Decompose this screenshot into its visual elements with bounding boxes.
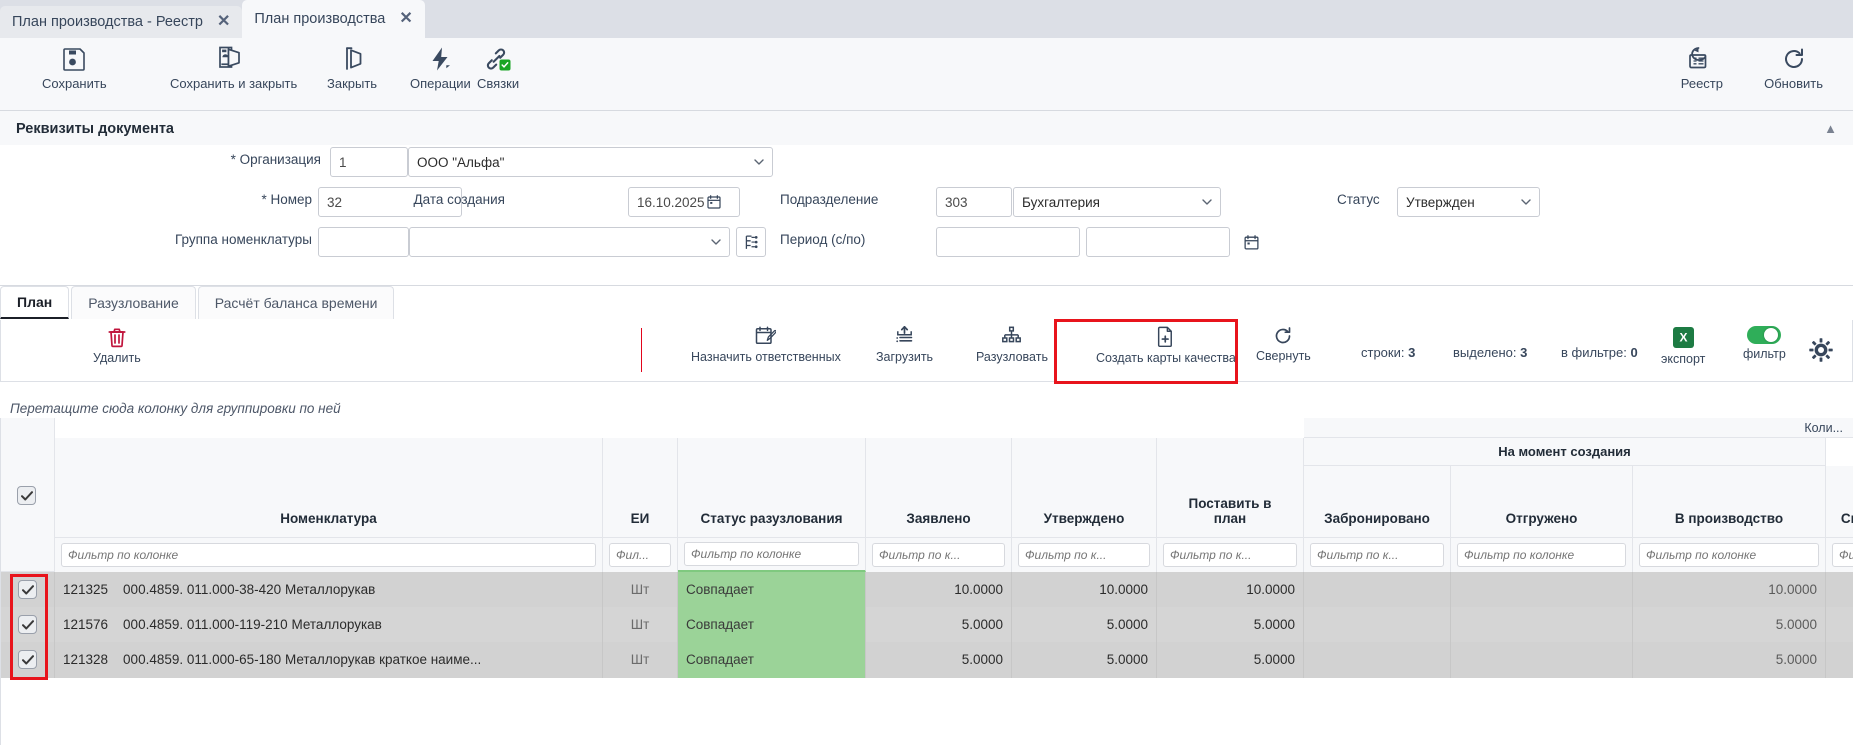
- svg-text:X: X: [1679, 331, 1687, 345]
